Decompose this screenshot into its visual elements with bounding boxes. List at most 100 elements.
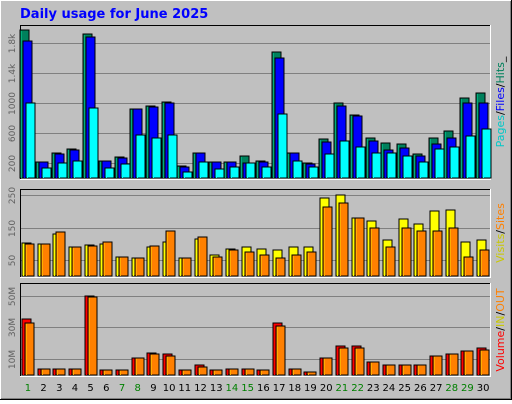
bar-sites-day-16 [259,254,270,277]
day-label-23: 23 [367,383,380,394]
volume_panel: 10M 30M 50M [8,283,491,377]
y-tick-label: 150 [8,220,18,237]
day-label-17: 17 [273,383,286,394]
day-label-19: 19 [304,383,317,394]
day-label-30: 30 [477,383,490,394]
day-label-3: 3 [56,383,62,394]
bar-out-day-17 [275,325,286,376]
bar-pages-day-24 [386,152,397,179]
legends: Pages/Files/Hits_Visits/SitesVolume/IN/O… [494,56,507,372]
plot-area [20,189,491,278]
bar-sites-day-19 [306,251,317,277]
bar-pages-day-14 [229,166,240,179]
legend-part: OUT [494,288,507,312]
day-label-29: 29 [461,383,474,394]
bar-out-day-19 [306,371,317,376]
plot-area [20,283,491,377]
legend-part: Pages [494,115,507,148]
legend-part: Sites [494,203,507,230]
legend-volume_panel: Volume/IN/OUT [494,288,507,372]
bar-out-day-29 [463,350,474,376]
bar-out-day-7 [118,369,129,376]
bar-pages-day-9 [151,137,162,179]
bar-out-day-16 [259,369,270,376]
bar-sites-day-23 [369,227,380,277]
bar-pages-day-8 [135,134,146,179]
day-label-2: 2 [40,383,46,394]
y-tick-label: 1000 [8,92,18,115]
legend-part: Hits [494,62,507,84]
bar-out-day-3 [55,368,66,376]
bar-out-day-13 [212,369,223,376]
bar-pages-day-30 [481,128,492,179]
bar-sites-day-15 [244,251,255,277]
day-label-1: 1 [25,383,31,394]
hits_panel: 200 600 1000 1.4k 1.8k [8,25,492,180]
bar-sites-day-30 [479,249,490,277]
bar-pages-day-2 [41,167,52,179]
bar-pages-day-6 [104,167,115,179]
day-label-9: 9 [150,383,156,394]
bar-out-day-1 [24,322,35,376]
day-label-21: 21 [336,383,349,394]
bar-pages-day-10 [167,134,178,179]
y-tick-label: 1.4k [8,63,18,83]
bar-sites-day-14 [228,249,239,277]
bar-pages-day-4 [72,160,83,179]
bar-pages-day-11 [182,171,193,179]
day-label-22: 22 [351,383,364,394]
bar-out-day-28 [448,353,459,376]
bar-pages-day-29 [465,135,476,179]
bar-pages-day-26 [418,161,429,179]
legend-part: Files [494,87,507,111]
day-label-5: 5 [87,383,93,394]
day-label-27: 27 [430,383,443,394]
bar-out-day-9 [149,353,160,376]
bar-sites-day-13 [212,256,223,277]
chart-title: Daily usage for June 2025 [20,7,208,22]
bar-out-day-5 [87,296,98,376]
y-tick-label: 50 [8,255,18,267]
bar-pages-day-16 [261,166,272,179]
day-label-26: 26 [414,383,427,394]
legend-part: / [494,111,507,115]
bar-out-day-25 [401,364,412,376]
bar-sites-day-17 [275,257,286,277]
day-label-12: 12 [194,383,207,394]
bar-pages-day-12 [198,161,209,179]
y-tick-label: 250 [8,187,18,204]
y-tick-label: 200 [8,155,18,172]
bar-sites-day-10 [165,230,176,277]
panels: 200 600 1000 1.4k 1.8k 50 150 250 10M 30M 50M [8,25,492,377]
legend-visits_panel: Visits/Sites [494,203,507,263]
bar-sites-day-27 [432,230,443,277]
bar-pages-day-25 [402,155,413,179]
y-tick-label: 30M [8,318,18,337]
bar-sites-day-4 [71,246,82,277]
bar-sites-day-28 [448,227,459,277]
bar-out-day-22 [354,347,365,376]
legend-part: / [494,83,507,87]
bar-out-day-4 [71,368,82,376]
bar-sites-day-22 [354,217,365,277]
day-label-11: 11 [178,383,191,394]
bar-out-day-30 [479,349,490,376]
bar-sites-day-5 [87,245,98,277]
bar-pages-day-19 [308,166,319,179]
bar-pages-day-17 [277,113,288,179]
bar-sites-day-6 [102,241,113,277]
bar-out-day-15 [244,368,255,376]
day-label-18: 18 [288,383,301,394]
bar-sites-day-25 [401,227,412,277]
bar-sites-day-20 [322,206,333,277]
bar-out-day-8 [134,357,145,376]
bar-out-day-6 [102,369,113,376]
bar-out-day-18 [291,368,302,376]
bar-out-day-23 [369,361,380,376]
bar-sites-day-26 [416,230,427,277]
legend-part: _ [494,56,507,63]
day-label-8: 8 [135,383,141,394]
bar-sites-day-11 [181,257,192,277]
